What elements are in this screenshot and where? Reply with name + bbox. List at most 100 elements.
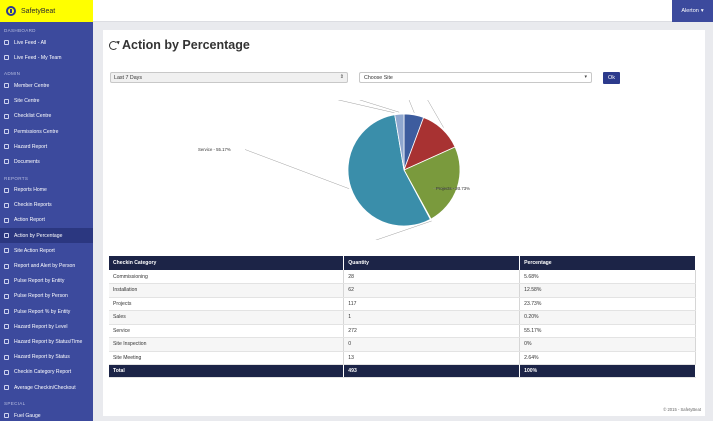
sidebar-item-hazard-report-by-level[interactable]: Hazard Report by Level — [0, 319, 93, 334]
pie-slice-site-meeting[interactable] — [394, 113, 405, 171]
sidebar-item-checkin-category-report[interactable]: Checkin Category Report — [0, 365, 93, 380]
date-range-value: Last 7 Days — [114, 74, 142, 81]
sidebar-item-label: Pulse Report by Person — [14, 293, 68, 300]
table-cell: 272 — [343, 324, 521, 338]
menu-item-icon — [4, 339, 9, 345]
table-cell: Installation — [109, 283, 345, 298]
table-row: Commissioning 28 5.68% — [109, 270, 696, 284]
menu-item-icon — [4, 202, 9, 208]
table-row: Site Meeting 13 2.64% — [109, 351, 696, 365]
table-cell: Site Meeting — [109, 351, 345, 365]
table-cell: 13 — [343, 351, 521, 365]
menu-item-icon — [4, 278, 9, 284]
sidebar-item-live-feed-my-team[interactable]: Live Feed - My Team — [0, 50, 93, 65]
menu-item-icon — [4, 263, 9, 269]
sidebar-item-label: Hazard Report by Status/Time — [14, 338, 83, 345]
sidebar-item-hazard-report-by-status[interactable]: Hazard Report by Status — [0, 350, 93, 365]
table-row: Service 272 55.17% — [109, 324, 696, 338]
menu-item-icon — [4, 385, 9, 391]
table-cell: Commissioning — [109, 270, 345, 284]
sidebar-item-label: Reports Home — [14, 187, 47, 194]
app-logo[interactable]: SafetyBeat — [0, 0, 93, 22]
table-total-row: Total 493 100% — [109, 364, 696, 378]
pie-slice-projects[interactable] — [403, 146, 461, 220]
sidebar-section-title: SPECIAL — [4, 401, 26, 407]
total-label: Total — [109, 364, 345, 378]
table-cell: Site Inspection — [109, 337, 345, 352]
sidebar-item-label: Pulse Report by Entity — [14, 278, 65, 285]
sidebar-item-live-feed-all[interactable]: Live Feed - All — [0, 35, 93, 50]
sidebar-item-label: Pulse Report % by Entity — [14, 308, 71, 315]
sidebar-item-label: Checkin Category Report — [14, 369, 72, 376]
table-cell: 2.64% — [519, 351, 696, 365]
table-cell: 117 — [343, 297, 521, 311]
table-header-row: Checkin Category Quantity Percentage — [109, 256, 696, 270]
date-range-select[interactable]: Last 7 Days ⇕ — [110, 72, 348, 83]
sidebar-item-label: Hazard Report by Level — [14, 323, 68, 330]
chevron-down-icon: ▾ — [584, 74, 587, 80]
table-cell: 0.20% — [519, 310, 696, 325]
sidebar: DASHBOARD Live Feed - All Live Feed - My T… — [0, 22, 93, 421]
sidebar-item-label: Checkin Reports — [14, 202, 52, 209]
sidebar-item-action-by-percentage[interactable]: Action by Percentage — [0, 228, 93, 244]
menu-item-icon — [4, 113, 9, 119]
table-cell: 1 — [343, 310, 521, 325]
sidebar-item-reports-home[interactable]: Reports Home — [0, 183, 93, 198]
table-row: Installation 62 12.58% — [109, 283, 696, 298]
menu-item-icon — [4, 98, 9, 104]
pie-chart-svg: Commissioning - 5.68%Installation - 12.5… — [198, 61, 470, 258]
menu-item-icon — [4, 309, 9, 315]
table-header[interactable]: Percentage — [519, 256, 696, 270]
table-cell: 55.17% — [519, 324, 696, 338]
select-arrows-icon: ⇕ — [339, 74, 344, 80]
refresh-icon — [109, 40, 118, 50]
table-row: Sales 1 0.20% — [109, 310, 696, 325]
menu-item-icon — [4, 413, 9, 419]
sidebar-item-label: Live Feed - All — [14, 39, 47, 46]
table-cell: 0% — [519, 337, 696, 352]
pie-slice-service[interactable] — [347, 114, 431, 227]
menu-item-icon — [4, 233, 9, 239]
sidebar-item-action-report[interactable]: Action Report — [0, 213, 93, 228]
ok-button[interactable]: Ok — [603, 72, 620, 84]
table-cell: 5.68% — [519, 270, 696, 284]
top-bar: SafetyBeat Alerton ▾ — [0, 0, 713, 22]
main-panel: Action by Percentage Last 7 Days ⇕ Choos… — [103, 30, 705, 416]
menu-item-icon — [4, 129, 9, 135]
sidebar-item-average-checkin-checkout[interactable]: Average Checkin/Checkout — [0, 380, 93, 395]
sidebar-item-pulse-report-by-person[interactable]: Pulse Report by Person — [0, 289, 93, 304]
caret-down-icon: ▾ — [700, 8, 704, 14]
sidebar-item-documents[interactable]: Documents — [0, 154, 93, 169]
user-menu[interactable]: Alerton ▾ — [672, 0, 713, 22]
sidebar-item-checkin-reports[interactable]: Checkin Reports — [0, 198, 93, 213]
sidebar-section-title: ADMIN — [4, 71, 21, 77]
pie-leader-line — [242, 63, 400, 113]
sidebar-item-site-centre[interactable]: Site Centre — [0, 94, 93, 109]
sidebar-item-pulse-report-by-entity[interactable]: Pulse Report by Entity — [0, 274, 93, 289]
total-quantity: 493 — [343, 364, 521, 378]
sidebar-item-checklist-centre[interactable]: Checklist Centre — [0, 109, 93, 124]
total-percentage: 100% — [519, 364, 696, 378]
sidebar-item-label: Member Centre — [14, 82, 50, 89]
sidebar-item-hazard-report-by-status-time[interactable]: Hazard Report by Status/Time — [0, 334, 93, 349]
pie-leader-line — [394, 65, 415, 113]
table-cell: 23.73% — [519, 297, 696, 311]
table-cell: Service — [109, 324, 345, 338]
app-name: SafetyBeat — [21, 7, 56, 15]
table-header[interactable]: Checkin Category — [109, 256, 345, 270]
table-header[interactable]: Quantity — [343, 256, 521, 270]
sidebar-item-label: Checklist Centre — [14, 113, 52, 120]
sidebar-item-label: Permissions Centre — [14, 128, 59, 135]
sidebar-item-hazard-report[interactable]: Hazard Report — [0, 139, 93, 154]
sidebar-item-label: Live Feed - My Team — [14, 54, 62, 61]
site-select[interactable]: Choose Site ▾ — [359, 72, 592, 83]
logo-icon — [6, 6, 16, 16]
sidebar-item-report-and-alert-by-person[interactable]: Report and Alert by Person — [0, 258, 93, 273]
sidebar-item-pulse-report-by-entity[interactable]: Pulse Report % by Entity — [0, 304, 93, 319]
sidebar-item-site-action-report[interactable]: Site Action Report — [0, 243, 93, 258]
sidebar-item-label: Action by Percentage — [14, 232, 63, 239]
sidebar-item-member-centre[interactable]: Member Centre — [0, 78, 93, 93]
sidebar-item-fuel-gauge[interactable]: Fuel Gauge — [0, 408, 93, 421]
sidebar-item-permissions-centre[interactable]: Permissions Centre — [0, 124, 93, 139]
table-row: Site Inspection 0 0% — [109, 337, 696, 352]
